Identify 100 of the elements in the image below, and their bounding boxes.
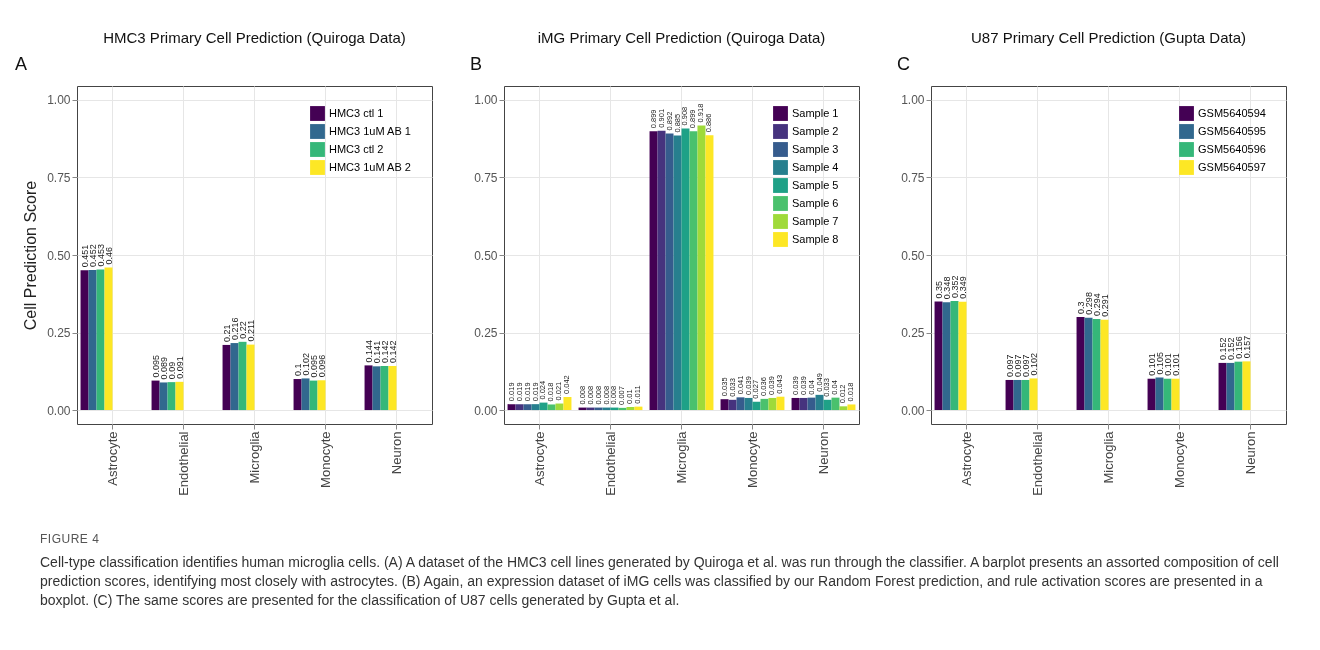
bar	[523, 404, 532, 411]
y-tick-label: 0.25	[901, 326, 925, 341]
bar	[1013, 379, 1022, 411]
bar	[673, 135, 682, 411]
y-tick-label: 1.00	[474, 93, 498, 108]
x-tick-label: Endothelial	[175, 431, 191, 496]
bar	[1100, 319, 1109, 411]
bar	[547, 404, 556, 411]
data-label: 0.3	[1075, 301, 1086, 315]
bar	[309, 380, 318, 411]
data-label: 0.141	[371, 340, 382, 364]
data-label: 0.101	[1146, 353, 1157, 376]
text: A	[15, 54, 28, 74]
data-label: 0.216	[229, 317, 240, 341]
x-tick-label: Monocyte	[317, 431, 333, 488]
data-label: 0.152	[1217, 337, 1228, 360]
bar	[626, 406, 635, 411]
bar	[665, 133, 674, 411]
x-tick-label: Endothelial	[602, 431, 618, 496]
data-label: 0.089	[158, 356, 169, 380]
data-label: 0.152	[1225, 337, 1236, 360]
legend-label: Sample 3	[792, 142, 839, 155]
bar	[1021, 379, 1030, 411]
bar	[649, 131, 658, 411]
bar	[831, 397, 840, 411]
data-label: 0.453	[95, 244, 106, 267]
text: B	[470, 54, 483, 74]
caption: FIGURE 4	[40, 531, 101, 548]
bar	[768, 397, 777, 411]
data-label: 0.1	[292, 363, 303, 377]
data-label: 0.091	[174, 356, 185, 379]
y-tick-label: 0.25	[47, 326, 71, 341]
bar	[1147, 378, 1156, 411]
data-label: 0.156	[1233, 336, 1244, 359]
bar	[507, 404, 516, 411]
data-label: 0.097	[1020, 354, 1031, 377]
x-tick-label: Microglia	[246, 430, 262, 484]
legend-label: HMC3 1uM AB 2	[329, 160, 411, 173]
x-tick-label: Monocyte	[744, 431, 760, 488]
data-label: 0.102	[300, 352, 311, 376]
data-label: 0.096	[316, 354, 327, 378]
bar	[1218, 362, 1227, 411]
bar	[515, 404, 524, 411]
bar	[1234, 361, 1243, 411]
bar	[760, 398, 769, 411]
data-label: 0.352	[949, 275, 960, 298]
y-tick-label: 0.00	[474, 403, 498, 418]
legend-label: HMC3 ctl 2	[329, 142, 384, 155]
x-tick-label: Microglia	[1100, 430, 1116, 484]
chart-title: HMC3 Primary Cell Prediction (Quiroga Data)	[103, 29, 406, 46]
bar	[942, 302, 951, 411]
text: C	[897, 54, 910, 74]
y-tick-label: 1.00	[47, 93, 71, 108]
data-label: 0.09	[166, 361, 177, 380]
legend-label: Sample 7	[792, 214, 839, 227]
data-label: 0.105	[1154, 351, 1165, 375]
bar	[720, 399, 729, 411]
legend-label: GSM5640595	[1198, 124, 1266, 137]
bar	[1171, 378, 1180, 411]
bar	[238, 341, 247, 411]
bar	[934, 301, 943, 411]
data-label: 0.095	[308, 355, 319, 378]
bar	[388, 366, 397, 411]
data-label: 0.21	[221, 324, 232, 342]
data-label: 0.097	[1012, 354, 1023, 377]
bar	[1242, 361, 1251, 411]
data-label: 0.46	[103, 246, 114, 265]
bar	[531, 404, 540, 411]
bar	[88, 269, 97, 411]
bar	[301, 378, 310, 411]
data-label: 0.348	[941, 276, 952, 300]
bar	[736, 397, 745, 411]
y-axis-title: Cell Prediction Score	[22, 180, 40, 331]
legend-label: HMC3 1uM AB 1	[329, 124, 411, 137]
bar	[752, 401, 761, 411]
data-label: 0.22	[237, 321, 248, 339]
bar	[151, 380, 160, 411]
text: Cell-type classification identifies human microglia cells. (A) A dataset of the HMC3 cell lines generated by Quiroga et al. was run through the classifier. A barplot presents an assorted composition of cell prediction scores, identifying most closely with astrocytes. (B) Again, an expression dataset of iMG cells was classified by our Random Forest prediction, and rule activation scores are presented in a boxplot. (C) The same scores are presented for the classification of U87 cells generated by Gupta et al.	[40, 553, 1280, 610]
bar	[380, 366, 389, 411]
y-tick-label: 0.25	[474, 326, 498, 341]
y-tick-label: 0.75	[901, 170, 925, 185]
bar	[791, 397, 800, 411]
chart-title: iMG Primary Cell Prediction (Quiroga Data)	[537, 29, 826, 46]
y-tick-label: 0.75	[474, 170, 498, 185]
bar	[744, 397, 753, 411]
legend-label: Sample 2	[792, 124, 839, 137]
bar	[1092, 318, 1101, 411]
bar	[1163, 378, 1172, 411]
bar	[1029, 378, 1038, 411]
bar	[222, 344, 231, 411]
data-label: 0.142	[379, 340, 390, 364]
x-tick-label: Neuron	[388, 431, 404, 475]
bar	[104, 267, 113, 411]
chart-title: U87 Primary Cell Prediction (Gupta Data)	[970, 29, 1247, 46]
bar	[563, 397, 572, 411]
y-tick-label: 0.00	[47, 403, 71, 418]
bar	[1155, 377, 1164, 411]
data-label: 0.451	[79, 244, 90, 268]
bar	[618, 407, 627, 411]
data-label: 0.101	[1170, 353, 1181, 376]
